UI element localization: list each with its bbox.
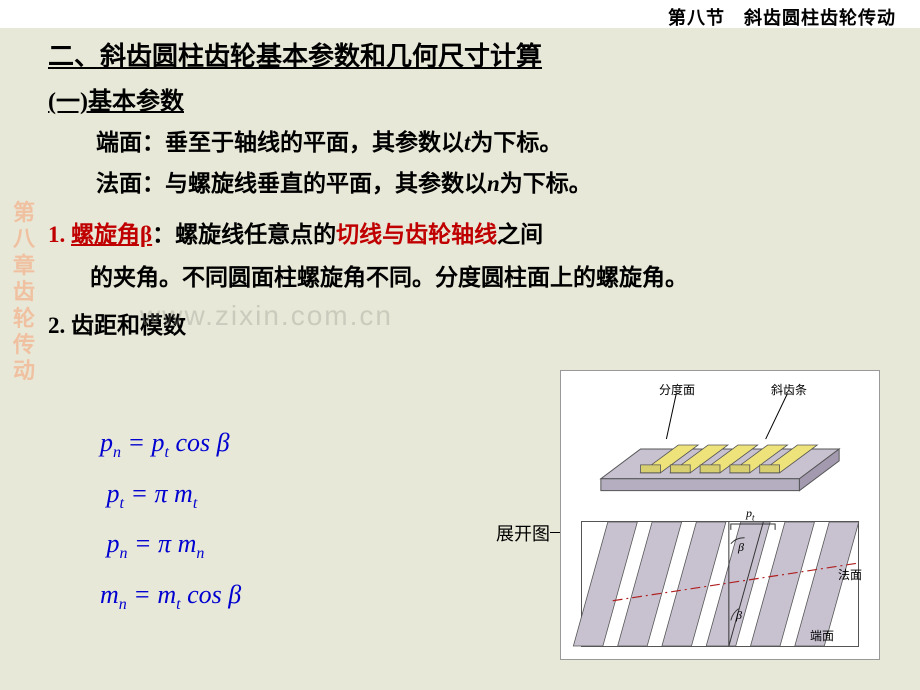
label-pt: pt xyxy=(746,506,755,522)
sub: n xyxy=(113,444,121,461)
subscript-n: n xyxy=(487,171,500,196)
header-text: 第八节 斜齿圆柱齿轮传动 xyxy=(668,4,896,30)
tail: cos β xyxy=(181,580,242,609)
label-fendu: 分度面 xyxy=(659,381,695,398)
eq: = π m xyxy=(124,479,193,508)
sym: p xyxy=(152,428,165,457)
formula-block: pn = pt cos β pt = π mt pn = π mn mn = m… xyxy=(100,418,241,620)
sym: m xyxy=(100,580,119,609)
formula-2: pt = π mt xyxy=(100,469,241,520)
text: 之间 xyxy=(497,222,543,247)
text: 为下标。 xyxy=(470,130,562,155)
sym: p xyxy=(107,529,120,558)
item-key: 螺旋角β xyxy=(71,222,152,247)
sub: n xyxy=(119,596,127,613)
subsection-title: (一)基本参数 xyxy=(48,81,900,116)
definition-normal-face: 法面：与螺旋线垂直的平面，其参数以n为下标。 xyxy=(96,163,900,204)
sub: t xyxy=(193,495,197,512)
figure-3d-rack: 分度面 斜齿条 xyxy=(581,379,859,509)
item-2-pitch-module: 2. 齿距和模数 xyxy=(48,306,900,340)
colon: ： xyxy=(152,222,175,247)
tail: cos β xyxy=(169,428,230,457)
eq: = xyxy=(127,580,158,609)
label-famian: 法面 xyxy=(838,566,862,583)
sidebar-chapter-label: 第八章 齿轮传动 xyxy=(12,200,36,385)
section-title: 二、斜齿圆柱齿轮基本参数和几何尺寸计算 xyxy=(48,36,900,73)
sym: m xyxy=(157,580,176,609)
highlight: 切线与齿轮轴线 xyxy=(336,222,497,247)
sym: p xyxy=(107,479,120,508)
item-1-body: 的夹角。不同圆面柱螺旋角不同。分度圆柱面上的螺旋角。 xyxy=(90,256,900,300)
rack-svg xyxy=(581,379,859,509)
formula-3: pn = π mn xyxy=(100,519,241,570)
formula-1: pn = pt cos β xyxy=(100,418,241,469)
text: 法面：与螺旋线垂直的平面，其参数以 xyxy=(96,171,487,196)
sub: n xyxy=(120,545,128,562)
eq: = xyxy=(121,428,152,457)
formula-4: mn = mt cos β xyxy=(100,570,241,621)
label-duanmian: 端面 xyxy=(810,627,834,644)
diagram-panel: 分度面 斜齿条 xyxy=(560,370,880,660)
sub: n xyxy=(196,545,204,562)
item-1-helix-angle: 1. 螺旋角β：螺旋线任意点的切线与齿轮轴线之间 xyxy=(48,213,900,257)
text: 螺旋线任意点的 xyxy=(175,222,336,247)
figure-unrolled: pt β β 法面 端面 xyxy=(581,521,859,647)
definition-end-face: 端面：垂至于轴线的平面，其参数以t为下标。 xyxy=(96,122,900,163)
expand-label: 展开图 xyxy=(496,520,550,546)
label-beta-top: β xyxy=(738,540,744,555)
label-beta-bot: β xyxy=(736,608,742,623)
sym: p xyxy=(100,428,113,457)
eq: = π m xyxy=(128,529,197,558)
text: 端面：垂至于轴线的平面，其参数以 xyxy=(96,130,464,155)
slide-content: 二、斜齿圆柱齿轮基本参数和几何尺寸计算 (一)基本参数 端面：垂至于轴线的平面，… xyxy=(48,36,900,340)
text: 为下标。 xyxy=(500,171,592,196)
item-number: 1. xyxy=(48,222,65,247)
sub: t xyxy=(752,512,755,522)
label-xiechi: 斜齿条 xyxy=(771,381,807,398)
